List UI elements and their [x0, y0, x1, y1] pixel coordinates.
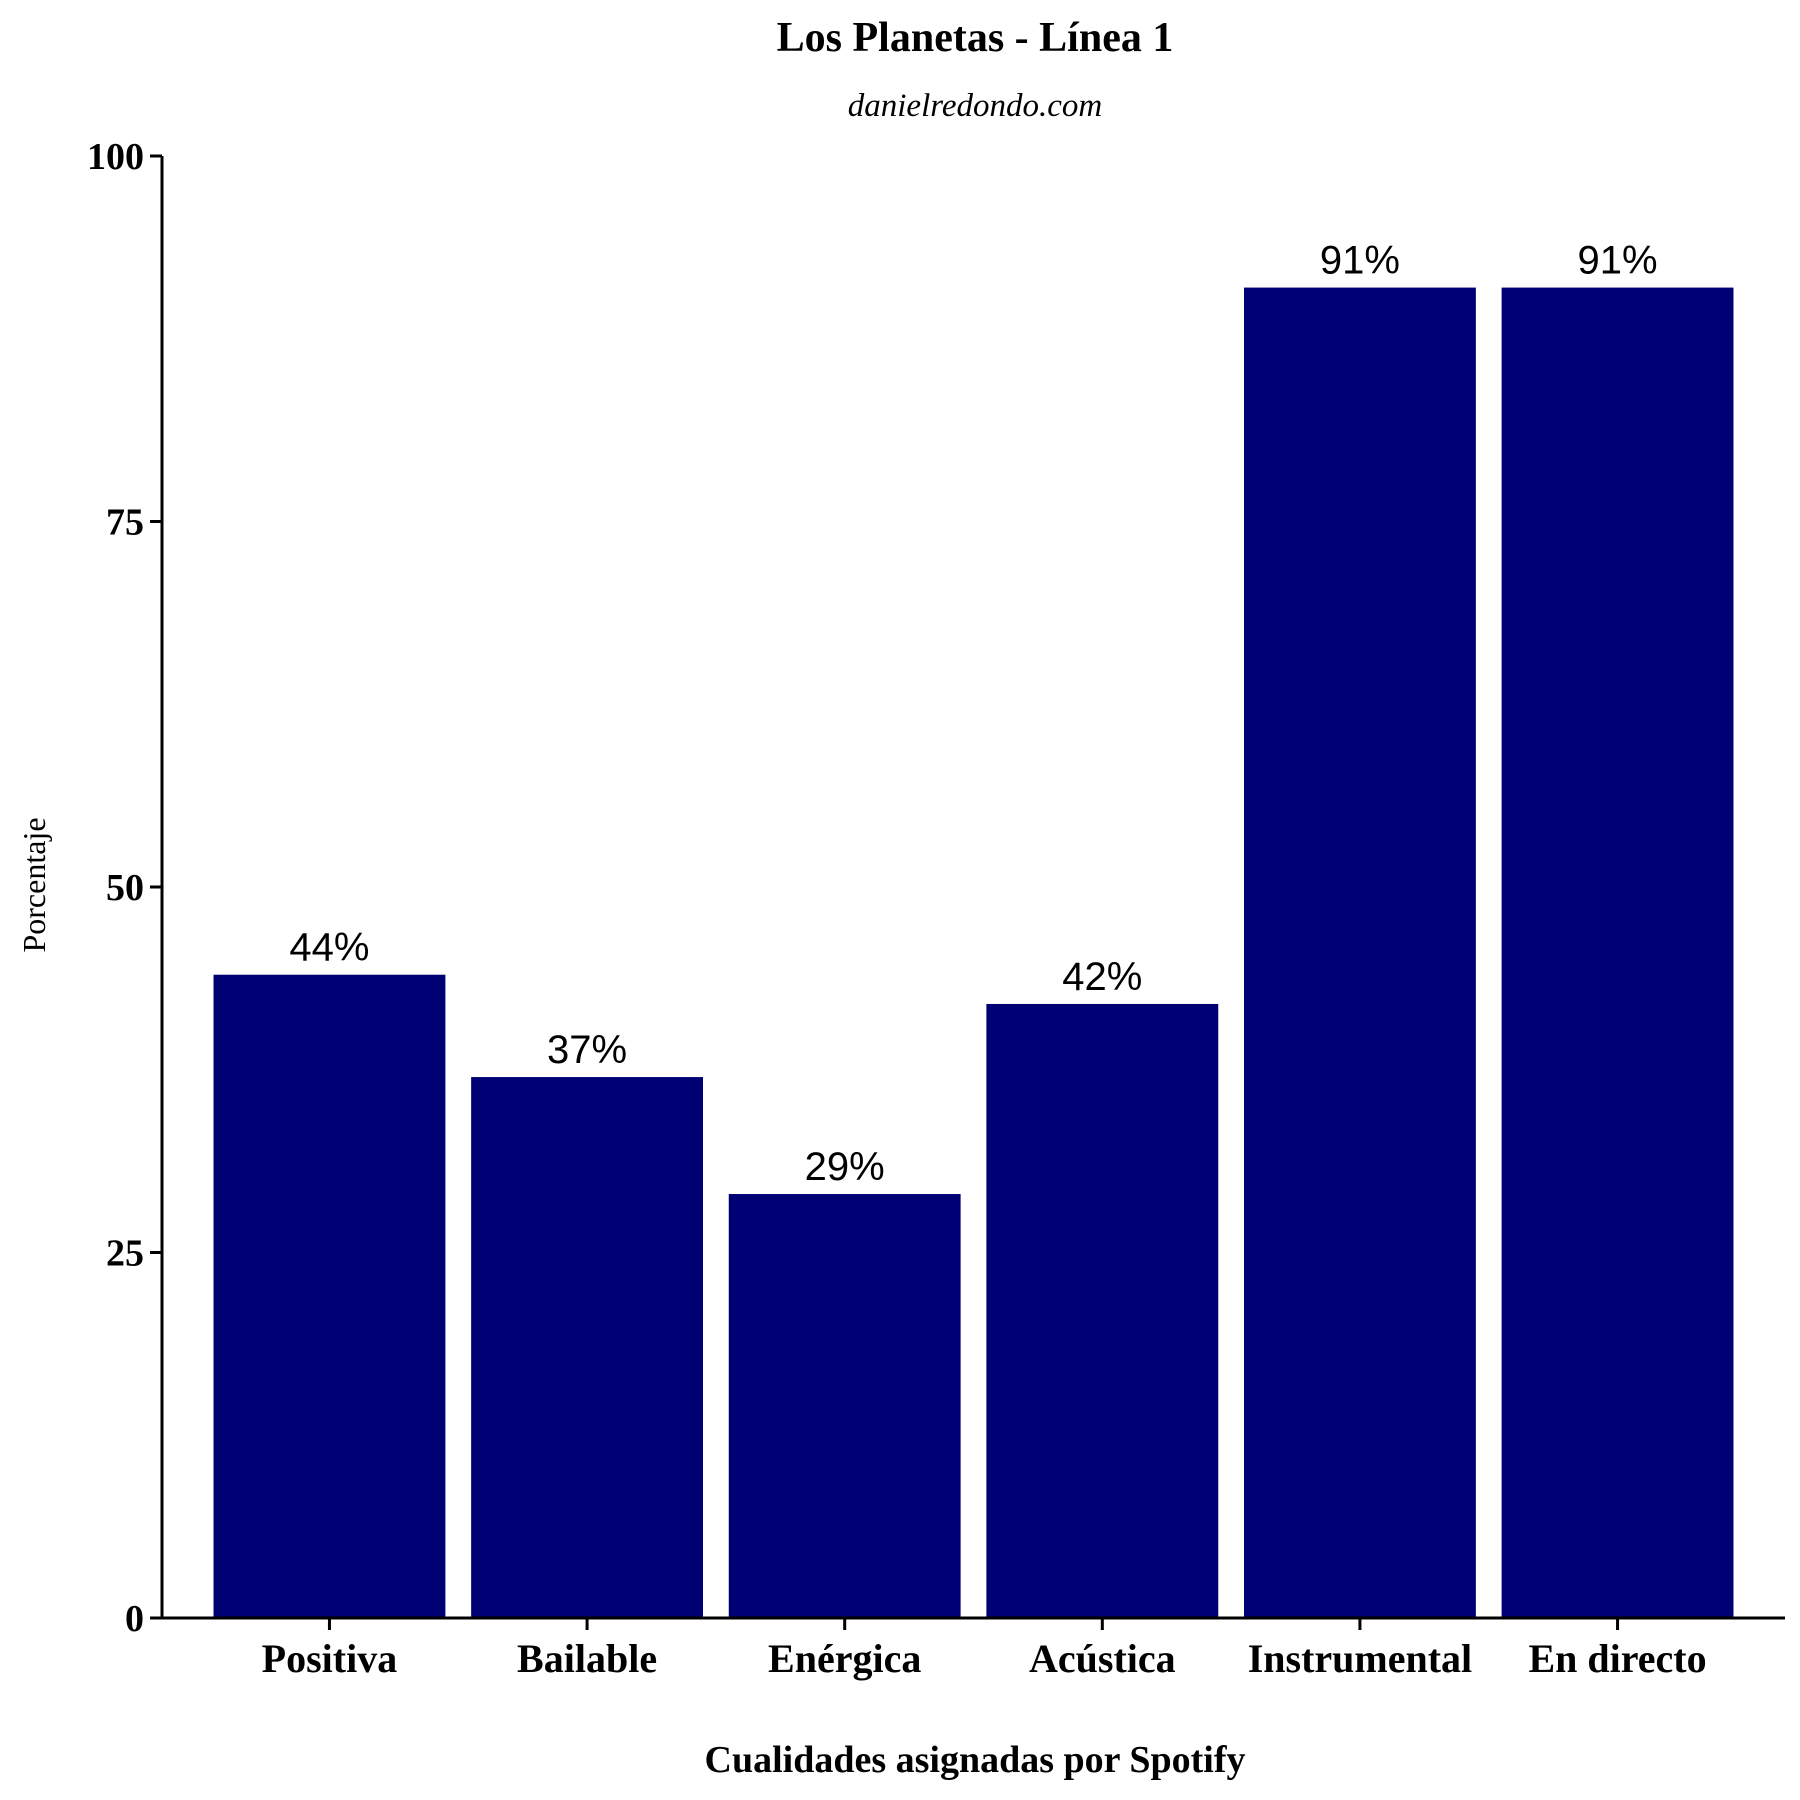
axes-layer: Positiva Bailable Enérgica Acústica Instrume… [87, 136, 1785, 1681]
bar-instrumental [1244, 287, 1476, 1619]
bars-layer [213, 287, 1734, 1619]
y-tick-label: 50 [106, 867, 144, 909]
data-label: 44% [289, 926, 369, 970]
bar-acústica [986, 1003, 1219, 1618]
x-tick-label: En directo [1528, 1636, 1706, 1681]
data-label: 37% [547, 1028, 627, 1072]
data-label: 42% [1062, 955, 1142, 999]
x-tick-label: Instrumental [1248, 1636, 1472, 1681]
y-tick-label: 25 [106, 1233, 144, 1275]
data-label: 91% [1578, 239, 1658, 283]
x-tick-label: Enérgica [768, 1636, 921, 1681]
bar-bailable [471, 1077, 703, 1618]
data-label: 29% [805, 1145, 885, 1189]
bar-enérgica [728, 1194, 961, 1618]
chart-subtitle: danielredondo.com [847, 88, 1103, 124]
bar-en-directo [1501, 287, 1734, 1619]
y-tick-label: 75 [106, 502, 144, 544]
y-axis-title: Porcentaje [16, 817, 52, 952]
y-tick-label: 0 [125, 1598, 144, 1640]
y-tick-label: 100 [87, 136, 144, 178]
x-tick-label: Acústica [1029, 1636, 1176, 1681]
x-tick-label: Positiva [262, 1636, 398, 1681]
bar-positiva [213, 974, 446, 1618]
x-tick-label: Bailable [517, 1636, 657, 1681]
chart-title: Los Planetas - Línea 1 [776, 15, 1174, 61]
x-axis-title: Cualidades asignadas por Spotify [705, 1739, 1246, 1781]
data-labels-layer: 44% 37% 29% 42% 91% 91% [289, 239, 1657, 1189]
data-label: 91% [1320, 239, 1400, 283]
